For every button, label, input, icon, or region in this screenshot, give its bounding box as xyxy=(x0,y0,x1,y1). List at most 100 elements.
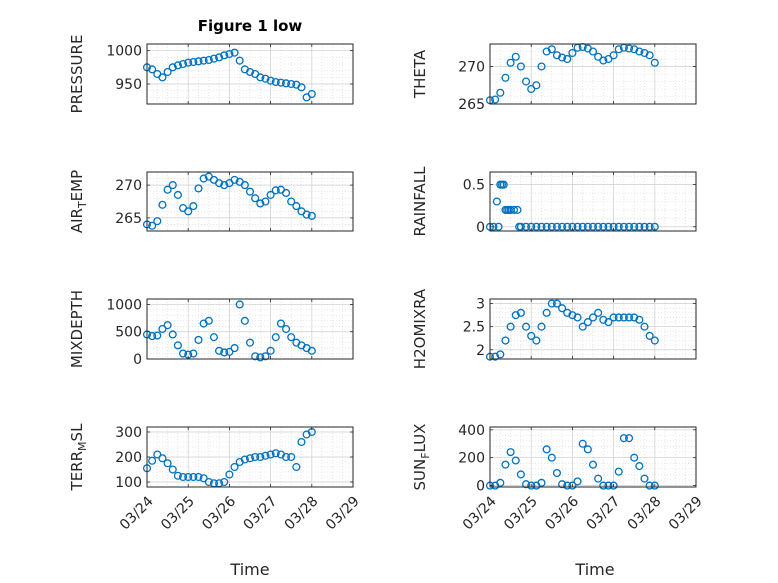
y-axis-label: PRESSURE xyxy=(68,35,86,114)
y-tick-label: 200 xyxy=(458,451,485,467)
data-point xyxy=(281,452,291,462)
subplot-7: 100 200 300 03/24 03/25 03/26 03/27 03/28 03/29 T… xyxy=(68,423,363,533)
y-tick-label: 0 xyxy=(476,220,485,236)
data-point xyxy=(506,58,515,67)
data-point xyxy=(276,78,285,87)
data-point xyxy=(163,459,172,468)
axes-box xyxy=(146,298,354,360)
data-point xyxy=(307,346,316,355)
data-point xyxy=(225,347,234,356)
subplot-6: 2 2.5 3 H2OMIXRA xyxy=(411,288,697,369)
data-point xyxy=(148,65,157,74)
series-markers xyxy=(485,434,659,490)
data-point xyxy=(588,222,598,231)
data-point xyxy=(230,344,239,353)
data-point xyxy=(199,174,208,183)
data-point xyxy=(635,222,644,231)
subplot-1: 950 1000 PRESSURE xyxy=(68,35,354,114)
x-tick-label: 03/24 xyxy=(460,493,500,533)
axes-box xyxy=(146,43,354,105)
data-point xyxy=(496,478,505,487)
y-tick-label: 100 xyxy=(115,475,142,491)
data-point xyxy=(494,222,503,231)
data-point xyxy=(563,481,572,490)
data-point xyxy=(215,179,224,188)
data-point xyxy=(578,439,587,448)
data-point xyxy=(645,481,654,490)
data-point xyxy=(645,51,654,60)
data-point xyxy=(537,478,546,487)
y-tick-label: 265 xyxy=(115,211,142,227)
data-point xyxy=(184,58,193,67)
data-point xyxy=(168,465,177,474)
data-point xyxy=(614,222,623,231)
data-point xyxy=(266,346,275,355)
x-axis-label-right: Time xyxy=(574,560,614,579)
y-axis-label: MIXDEPTH xyxy=(68,290,86,368)
data-point xyxy=(532,222,541,231)
data-point xyxy=(599,315,608,324)
data-point xyxy=(271,77,280,87)
data-point xyxy=(619,222,628,231)
data-point xyxy=(650,58,659,67)
data-point xyxy=(496,350,505,359)
data-point xyxy=(619,434,628,443)
data-point xyxy=(521,480,531,489)
data-point xyxy=(578,322,587,331)
y-tick-label: 1000 xyxy=(106,297,142,313)
data-point xyxy=(153,331,162,340)
y-tick-label: 2.5 xyxy=(463,320,485,336)
data-point xyxy=(251,194,260,203)
data-point xyxy=(509,205,519,214)
series-markers xyxy=(142,300,316,362)
x-tick-label: 03/29 xyxy=(323,493,363,533)
data-point xyxy=(563,222,572,231)
data-point xyxy=(168,330,177,339)
y-tick-label: 500 xyxy=(115,325,142,341)
x-tick-label: 03/27 xyxy=(241,493,281,533)
data-point xyxy=(619,313,628,322)
data-point xyxy=(635,47,644,56)
data-point xyxy=(287,452,296,462)
data-point xyxy=(256,199,265,208)
x-tick-label: 03/27 xyxy=(584,493,624,533)
data-point xyxy=(194,472,203,482)
data-point xyxy=(552,51,561,60)
data-point xyxy=(650,481,659,490)
data-point xyxy=(614,45,623,54)
data-point xyxy=(645,331,654,340)
data-point xyxy=(547,453,556,462)
data-point xyxy=(594,222,603,231)
x-tick-label: 03/26 xyxy=(542,493,582,533)
data-point xyxy=(225,49,234,59)
data-point xyxy=(640,322,649,331)
data-point xyxy=(297,83,306,92)
y-axis-label: H2OMIXRA xyxy=(411,288,429,369)
data-point xyxy=(194,335,203,344)
y-axis-label: TERRMSL xyxy=(68,423,89,492)
data-point xyxy=(496,88,505,97)
data-point xyxy=(630,45,639,54)
data-point xyxy=(594,308,603,317)
data-point xyxy=(271,186,280,195)
data-point xyxy=(281,188,291,198)
data-point xyxy=(573,222,582,231)
data-point xyxy=(491,95,500,104)
data-point xyxy=(281,79,291,88)
y-tick-label: 270 xyxy=(115,178,142,194)
data-point xyxy=(583,445,592,454)
x-tick-label: 03/29 xyxy=(666,493,706,533)
x-tick-label: 03/28 xyxy=(282,493,322,533)
data-point xyxy=(532,336,541,345)
data-point xyxy=(302,210,311,219)
data-point xyxy=(199,474,208,483)
data-point xyxy=(568,311,577,320)
subplot-4: 0 0.5 RAINFALL xyxy=(411,166,697,237)
data-point xyxy=(148,332,157,341)
y-axis-label: RAINFALL xyxy=(411,166,429,237)
data-point xyxy=(537,322,546,331)
data-point xyxy=(148,456,157,465)
data-point xyxy=(163,321,172,330)
plot-area xyxy=(147,172,353,231)
subplot-5: 0 500 1000 MIXDEPTH xyxy=(68,290,354,368)
